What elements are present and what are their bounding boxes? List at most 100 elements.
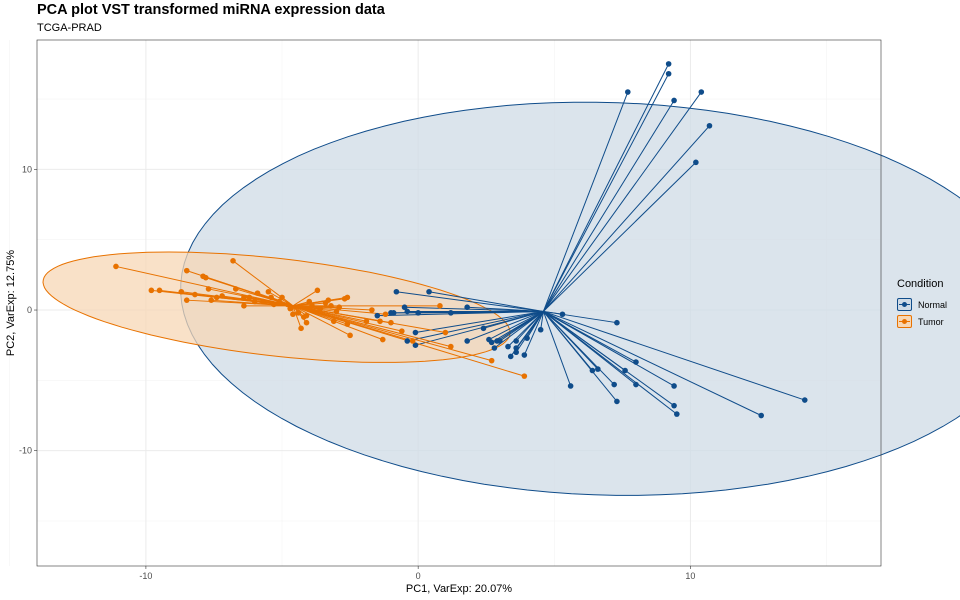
point-tumor [284, 301, 291, 308]
point-tumor [113, 263, 119, 270]
legend-item-tumor: Tumor [897, 313, 947, 330]
chart-subtitle: TCGA-PRAD [37, 22, 102, 34]
point-tumor [309, 303, 315, 309]
legend-title: Condition [897, 278, 944, 290]
point-tumor [328, 303, 334, 309]
spoke-normal [542, 73, 670, 312]
point-tumor [265, 288, 272, 295]
point-normal [633, 381, 639, 388]
spoke-normal [396, 291, 544, 312]
spoke-normal [543, 310, 805, 401]
point-normal [388, 310, 394, 316]
point-tumor [377, 318, 383, 325]
point-normal [374, 312, 381, 319]
axis-ticks: -10 0 10 -10 0 10 [19, 164, 695, 581]
point-normal [674, 411, 680, 417]
spoke-normal [407, 310, 544, 342]
spoke-tumor [292, 289, 318, 307]
point-tumor [271, 301, 277, 308]
point-tumor [347, 332, 353, 339]
point-normal [671, 402, 677, 409]
point-normal [537, 326, 544, 333]
point-tumor [246, 294, 253, 301]
point-tumor [306, 298, 313, 305]
data-points [113, 61, 808, 419]
point-tumor [303, 312, 310, 319]
point-tumor [314, 287, 321, 294]
ellipse-normal [180, 101, 960, 496]
point-normal [513, 338, 519, 344]
point-normal [671, 383, 677, 389]
point-tumor [448, 343, 454, 350]
point-normal [524, 335, 530, 341]
point-normal [801, 397, 808, 403]
point-normal [698, 89, 705, 95]
point-tumor [369, 307, 375, 313]
point-tumor [232, 286, 239, 292]
spoke-normal [543, 125, 710, 312]
point-tumor [382, 311, 389, 318]
spoke-normal [494, 311, 544, 349]
point-tumor [148, 287, 155, 294]
y-tick-label: -10 [19, 446, 32, 456]
spoke-normal [542, 91, 702, 312]
spoke-normal [542, 63, 670, 312]
point-normal [614, 398, 620, 405]
point-normal [393, 288, 400, 295]
point-tumor [363, 318, 370, 325]
point-tumor [279, 294, 285, 301]
y-tick-label: 10 [22, 164, 32, 174]
point-tumor [344, 321, 351, 327]
point-tumor [379, 336, 386, 343]
point-tumor [208, 297, 215, 303]
point-normal [559, 311, 566, 318]
spoke-tumor [292, 305, 383, 341]
point-normal [513, 349, 519, 356]
point-normal [464, 304, 470, 311]
point-tumor [290, 311, 296, 318]
spoke-normal [466, 310, 544, 342]
legend-label-normal: Normal [918, 299, 948, 310]
point-normal [415, 310, 421, 316]
point-tumor [333, 308, 340, 315]
point-normal [595, 366, 601, 372]
point-tumor [230, 258, 236, 264]
spoke-normal [542, 100, 675, 312]
point-tumor [409, 338, 416, 344]
legend-key-normal [897, 298, 912, 311]
point-normal [401, 304, 408, 311]
point-normal [404, 308, 411, 315]
x-tick-label: 0 [416, 571, 421, 581]
point-normal [567, 383, 574, 389]
point-normal [505, 343, 511, 350]
point-normal [633, 359, 639, 365]
point-tumor [287, 305, 294, 312]
legend-label-tumor: Tumor [918, 316, 944, 327]
spoke-normal [543, 310, 637, 363]
y-tick-label: 0 [27, 305, 32, 315]
point-normal [758, 412, 765, 419]
point-tumor [437, 303, 443, 309]
point-tumor [295, 310, 302, 316]
spoke-normal [543, 311, 599, 370]
point-normal [622, 367, 628, 374]
spoke-tumor [292, 305, 492, 362]
point-normal [464, 338, 470, 344]
point-normal [412, 329, 419, 336]
point-tumor [205, 286, 212, 292]
spoke-normal [415, 310, 544, 346]
point-normal [706, 122, 713, 129]
spoke-normal [428, 291, 544, 312]
spoke-normal [543, 162, 697, 312]
spoke-normal [543, 310, 762, 416]
point-tumor [252, 298, 258, 305]
point-tumor [241, 303, 247, 309]
point-tumor [388, 319, 394, 326]
point-normal [665, 61, 672, 67]
point-normal [671, 97, 677, 104]
point-tumor [241, 294, 247, 301]
point-normal [488, 339, 495, 346]
point-tumor [178, 288, 185, 295]
spoke-normal [515, 311, 544, 353]
